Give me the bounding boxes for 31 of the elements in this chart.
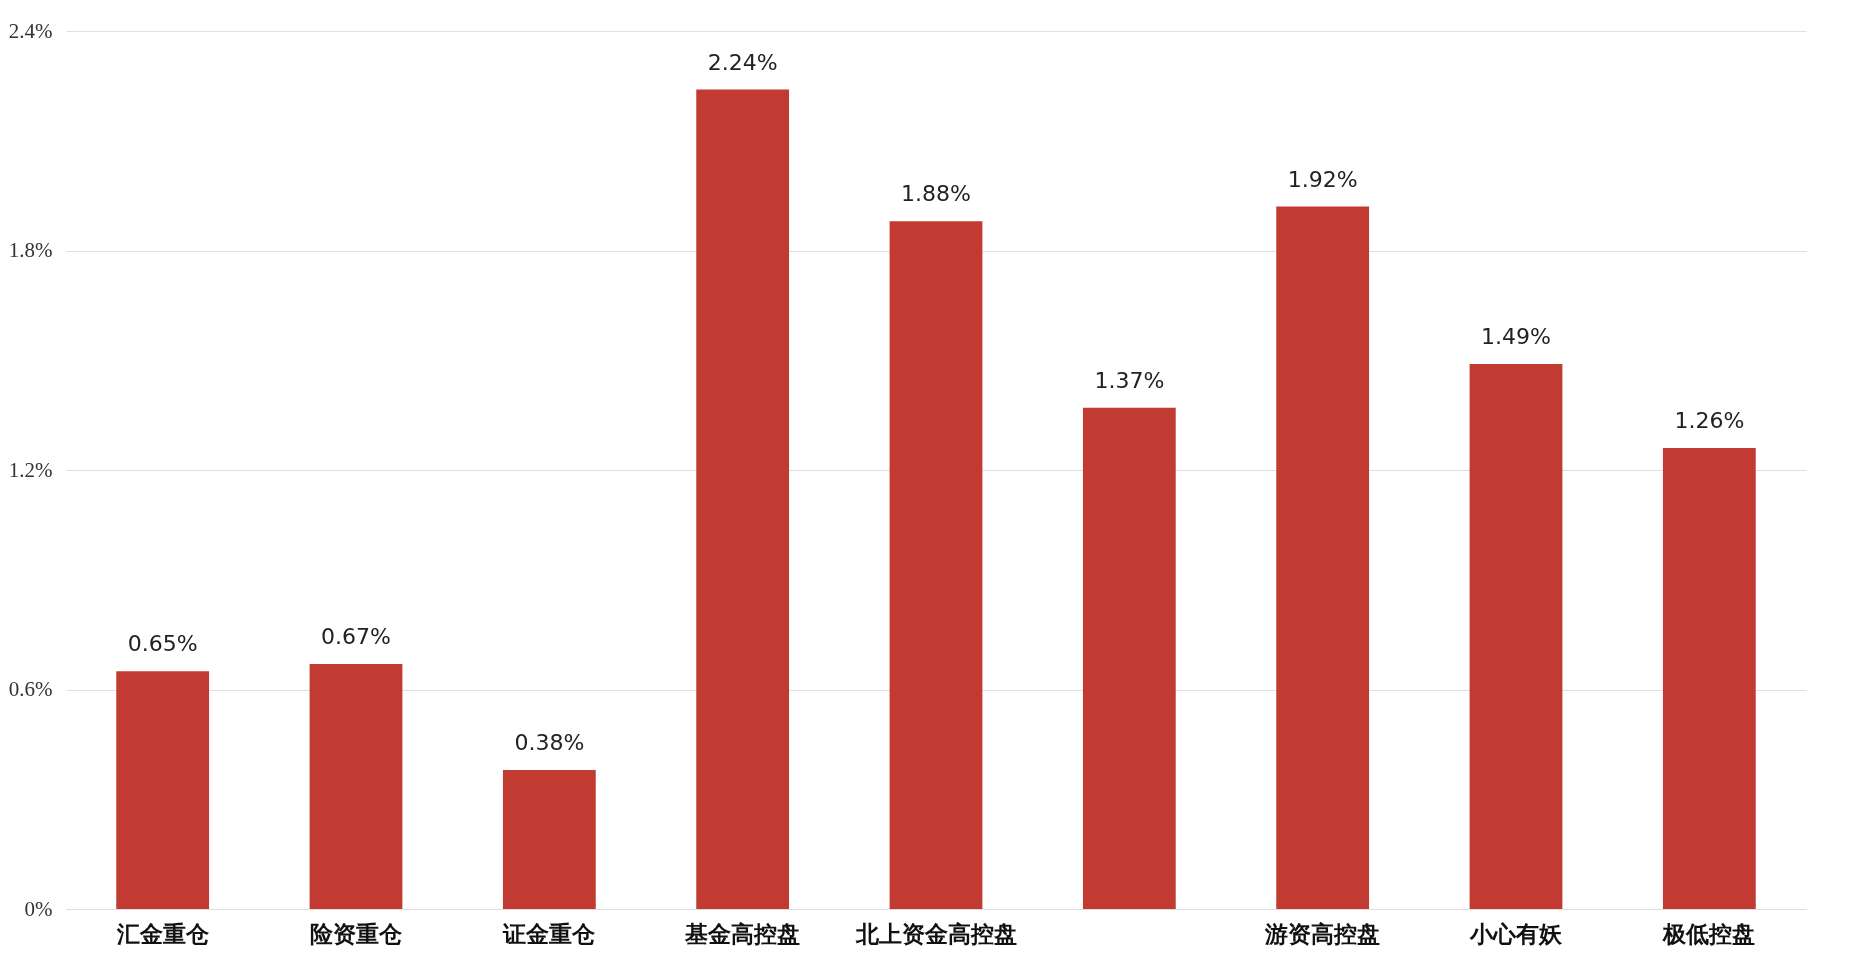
x-tick-label: 游资高控盘 [1264,920,1381,947]
x-tick-label: 北上资金高控盘 [854,920,1017,947]
bar [309,663,403,909]
bar [1662,448,1756,909]
bar [1082,407,1176,909]
y-tick-label: 1.2% [8,457,53,482]
bar [116,671,210,909]
y-tick-label: 1.8% [8,238,53,262]
data-label: 1.37% [1094,367,1165,393]
x-tick-label: 极低控盘 [1662,920,1756,947]
x-tick-label: 汇金重仓 [115,920,210,947]
bar [1469,363,1563,909]
data-label: 1.88% [901,181,971,207]
y-tick-label: 0.6% [8,677,53,701]
data-label: 1.26% [1674,408,1745,434]
data-label: 1.49% [1481,323,1551,349]
bar [889,221,983,909]
y-tick-label: 0% [24,896,53,921]
bar [1276,206,1370,909]
data-label: 0.67% [321,623,391,649]
x-tick-label: 证金重仓 [502,920,597,947]
bar [696,89,790,909]
x-tick-label: 基金高控盘 [684,920,801,947]
data-label: 1.92% [1287,166,1358,192]
x-tick-label: 险资重仓 [310,920,403,947]
x-tick-label: 小心有妖 [1469,920,1563,947]
data-label: 0.38% [514,729,585,755]
bar [502,769,596,909]
data-label: 2.24% [707,49,778,75]
y-tick-label: 2.4% [8,18,53,43]
data-label: 0.65% [127,631,198,657]
